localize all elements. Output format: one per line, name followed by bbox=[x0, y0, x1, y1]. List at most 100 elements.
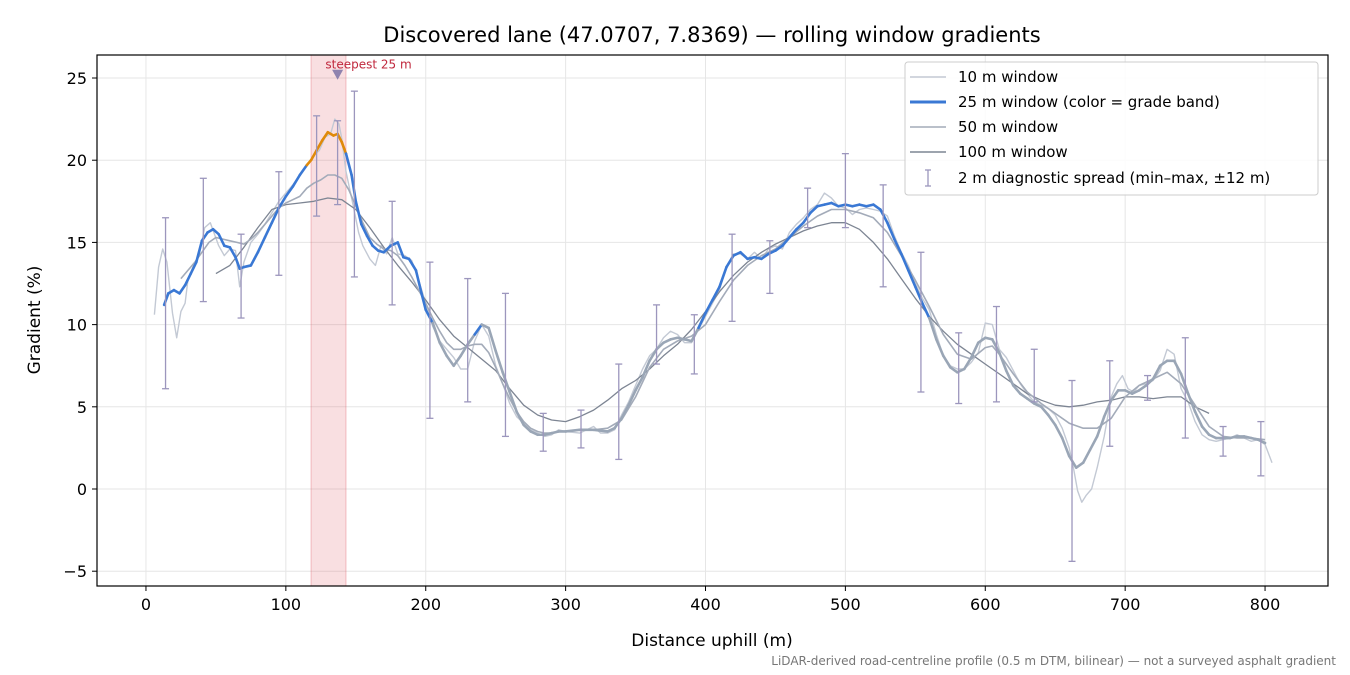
error-bar bbox=[1106, 360, 1114, 447]
series-25m-line-segment bbox=[365, 234, 374, 247]
series-25m-line-segment bbox=[438, 341, 449, 358]
error-bar bbox=[1068, 379, 1076, 562]
y-tick-label: 10 bbox=[67, 316, 87, 335]
legend: 10 m window 25 m window (color = grade b… bbox=[904, 61, 1319, 196]
error-bar bbox=[766, 240, 774, 295]
series-25m-line-segment bbox=[189, 260, 198, 275]
series-25m-line-segment bbox=[1018, 392, 1029, 400]
error-bar bbox=[199, 177, 207, 303]
error-bar bbox=[690, 314, 698, 375]
series-25m-line-segment bbox=[195, 239, 204, 264]
series-25m-line-segment bbox=[1011, 384, 1022, 395]
series-25m-line-segment bbox=[760, 252, 770, 261]
x-axis-label: Distance uphill (m) bbox=[631, 631, 792, 651]
series-25m-line-segment bbox=[1053, 423, 1064, 440]
x-tick-label: 0 bbox=[141, 595, 151, 614]
series-25m-line-segment bbox=[431, 321, 442, 344]
chart-title: Discovered lane (47.0707, 7.8369) — roll… bbox=[383, 23, 1040, 47]
series-25m-line-segment bbox=[407, 257, 418, 272]
x-tick-label: 500 bbox=[830, 595, 861, 614]
steepest-label: steepest 25 m bbox=[325, 58, 411, 72]
series-25m-line-segment bbox=[935, 338, 945, 358]
series-25m-line-segment bbox=[900, 252, 910, 272]
series-25m-line-segment bbox=[962, 356, 973, 371]
series-25m-line-segment bbox=[420, 292, 428, 312]
series-25m-line-segment bbox=[340, 140, 348, 155]
series-25m-line-segment bbox=[969, 341, 980, 359]
series-25m-line-segment bbox=[781, 236, 791, 247]
error-bar bbox=[841, 152, 849, 229]
series-25m-line-segment bbox=[1151, 364, 1162, 381]
grid-lines bbox=[97, 55, 1328, 586]
series-25m-line-segment bbox=[990, 338, 1001, 354]
error-bar bbox=[1144, 374, 1152, 401]
series-25m-line-segment bbox=[162, 292, 170, 307]
series-25m-line-segment bbox=[459, 343, 469, 358]
series-25m-line-segment bbox=[178, 283, 187, 295]
x-tick-label: 400 bbox=[690, 595, 721, 614]
series-25m-line-segment bbox=[592, 428, 609, 433]
series-25m-line-segment bbox=[976, 336, 987, 344]
series-25m-line-segment bbox=[697, 311, 707, 330]
error-bar bbox=[426, 261, 434, 419]
series-25m-line-segment bbox=[942, 354, 952, 369]
series-25m-line-segment bbox=[414, 269, 423, 295]
footnote: LiDAR-derived road-centreline profile (0… bbox=[771, 654, 1336, 668]
x-tick-label: 600 bbox=[970, 595, 1001, 614]
series-25m-line-segment bbox=[350, 173, 358, 203]
series-25m-line-segment bbox=[466, 333, 476, 346]
legend-label-10m: 10 m window bbox=[958, 68, 1058, 86]
series-25m-line-segment bbox=[921, 301, 931, 320]
error-bar bbox=[388, 200, 396, 306]
x-tick-label: 100 bbox=[271, 595, 302, 614]
error-bar bbox=[917, 251, 925, 393]
error-bar bbox=[1181, 337, 1189, 439]
series-25m-line-segment bbox=[291, 173, 302, 188]
error-bar bbox=[992, 305, 1000, 403]
series-25m-line-segment bbox=[424, 308, 435, 325]
error-bar bbox=[539, 412, 547, 452]
legend-label-50m: 50 m window bbox=[958, 118, 1058, 136]
series-25m-line-segment bbox=[718, 265, 728, 289]
series-25m-line-segment bbox=[788, 227, 798, 239]
x-tick-label: 300 bbox=[550, 595, 581, 614]
series-25m-line-segment bbox=[886, 221, 896, 241]
series-25m-line-segment bbox=[277, 195, 288, 210]
series-25m-line-segment bbox=[739, 250, 749, 261]
series-25m-line-segment bbox=[234, 255, 241, 271]
steepest-marker-icon bbox=[332, 69, 344, 80]
error-bar bbox=[237, 233, 245, 319]
series-25m-line-segment bbox=[1095, 415, 1106, 438]
series-25m-line-segment bbox=[217, 232, 226, 247]
series-25m-line-segment bbox=[907, 269, 917, 289]
series-25m-line-segment bbox=[802, 211, 812, 224]
series-25m-line-segment bbox=[655, 341, 665, 351]
y-tick-label: 25 bbox=[67, 69, 87, 88]
series-25m-line-segment bbox=[620, 403, 630, 420]
series-25m-line-segment bbox=[1137, 384, 1148, 392]
series-lines bbox=[153, 118, 1273, 503]
y-tick-label: 5 bbox=[77, 398, 87, 417]
series-25m-line-segment bbox=[1193, 410, 1204, 428]
series-25m-line-segment bbox=[1046, 413, 1057, 427]
series-25m-line-segment bbox=[872, 203, 882, 211]
plot-frame bbox=[96, 54, 1329, 587]
series-25m-line-segment bbox=[309, 149, 318, 162]
series-25m-line-segment bbox=[315, 139, 324, 152]
series-25m-line-segment bbox=[879, 208, 889, 224]
series-25m-line-segment bbox=[711, 285, 721, 302]
series-25m-line-segment bbox=[1172, 359, 1183, 376]
series-25m-line-segment bbox=[360, 223, 369, 238]
series-25m-line-segment bbox=[1158, 359, 1169, 368]
error-bar bbox=[879, 184, 887, 288]
series-25m-line-segment bbox=[1081, 448, 1092, 465]
series-25m-line-segment bbox=[284, 185, 295, 198]
series-25m-line-segment bbox=[809, 204, 819, 215]
y-axis-label: Gradient (%) bbox=[25, 266, 45, 375]
diagnostic-error-bars bbox=[162, 90, 1265, 562]
x-axis-ticks: 0 100 200 300 400 500 600 700 800 bbox=[141, 586, 1280, 614]
series-25m-line-segment bbox=[648, 347, 658, 363]
error-bar bbox=[1257, 420, 1265, 477]
series-25m-line-segment bbox=[1088, 435, 1099, 451]
x-tick-label: 700 bbox=[1110, 595, 1141, 614]
